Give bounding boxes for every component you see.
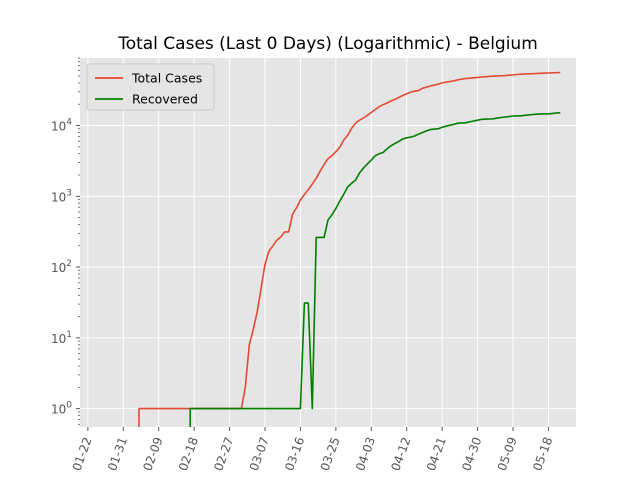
y-tick-label: 100	[51, 401, 72, 417]
axis-ticks: 01-22 01-31 02-09 02-18 02-27 03-07 03-16 03-25…	[51, 57, 555, 473]
chart-title: Total Cases (Last 0 Days) (Logarithmic) …	[117, 34, 538, 54]
y-tick-label: 102	[51, 259, 72, 275]
y-tick-label: 101	[51, 330, 72, 346]
legend-label: Total Cases	[131, 71, 202, 86]
series-line-recovered	[189, 112, 561, 427]
series-line-total-cases	[138, 71, 561, 427]
grid	[80, 58, 576, 427]
legend: Total Cases Recovered	[86, 63, 215, 111]
y-tick-label: 103	[51, 188, 72, 204]
plot-area	[80, 58, 576, 427]
series-lines	[138, 71, 561, 427]
legend-label: Recovered	[132, 92, 198, 107]
y-tick-label: 104	[51, 118, 72, 134]
